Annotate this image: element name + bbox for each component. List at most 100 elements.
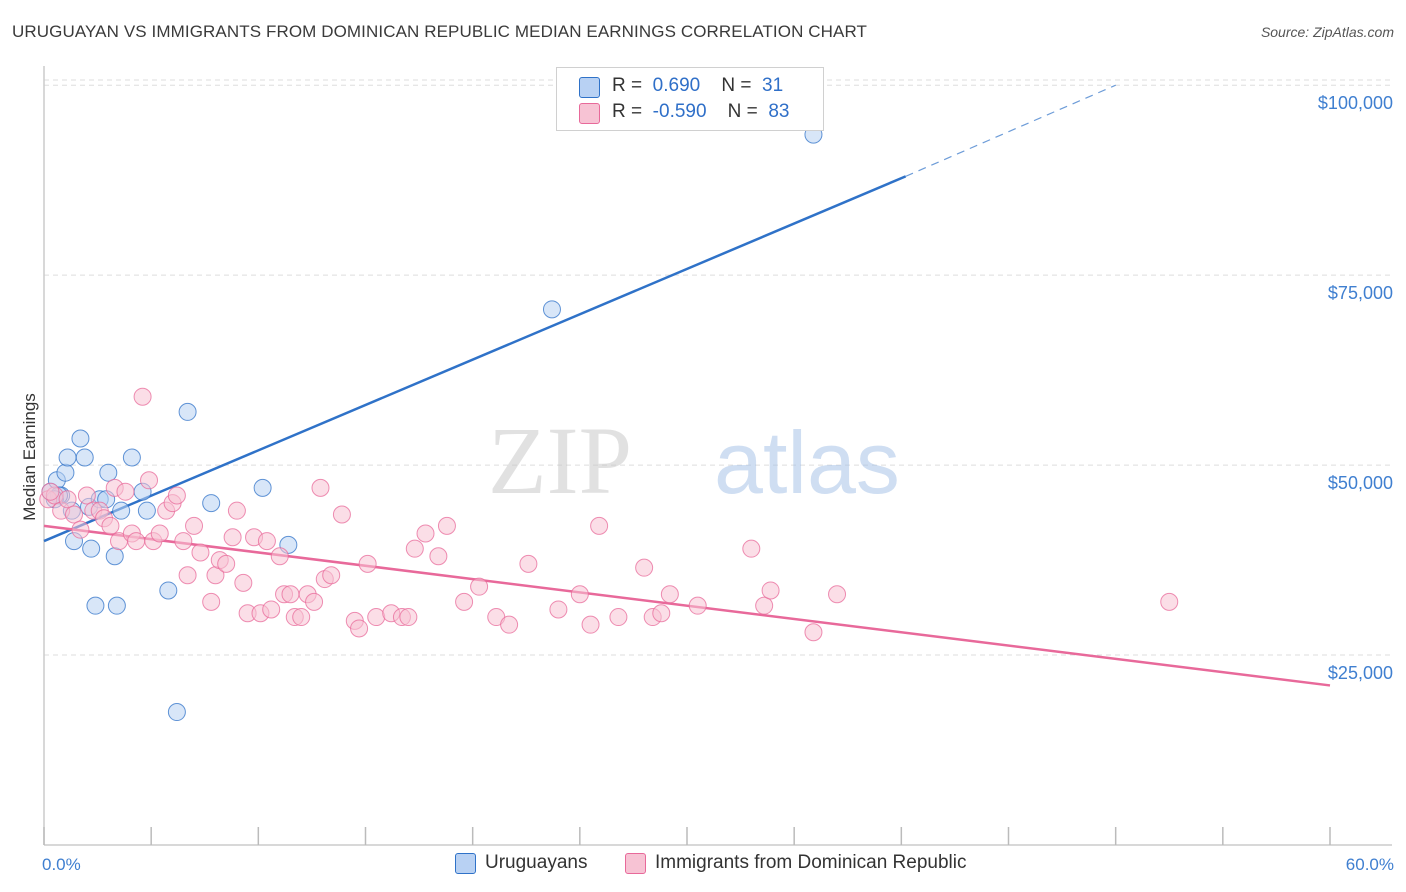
y-axis-label: Median Earnings bbox=[20, 393, 39, 521]
data-point bbox=[167, 703, 186, 722]
data-point bbox=[367, 608, 386, 627]
data-point bbox=[305, 592, 324, 611]
data-point bbox=[178, 566, 197, 585]
data-point bbox=[140, 471, 159, 490]
trend-extension-blue bbox=[905, 84, 1116, 177]
chart-title: URUGUAYAN VS IMMIGRANTS FROM DOMINICAN R… bbox=[12, 22, 868, 41]
data-point bbox=[77, 486, 96, 505]
data-point bbox=[292, 608, 311, 627]
data-point bbox=[127, 532, 146, 551]
data-point bbox=[416, 524, 435, 543]
data-point bbox=[82, 539, 101, 558]
data-point bbox=[202, 494, 221, 513]
data-point bbox=[75, 448, 94, 467]
data-point bbox=[71, 520, 90, 539]
axes bbox=[43, 66, 1392, 846]
y-tick-label: $25,000 bbox=[1328, 663, 1393, 683]
x-tick-label: 0.0% bbox=[42, 855, 81, 874]
data-point bbox=[399, 608, 418, 627]
data-point bbox=[234, 573, 253, 592]
data-point bbox=[1160, 592, 1179, 611]
data-point bbox=[332, 505, 351, 524]
data-point bbox=[178, 402, 197, 421]
data-point bbox=[804, 623, 823, 642]
data-point bbox=[455, 592, 474, 611]
watermark: ZIP atlas bbox=[488, 407, 900, 514]
data-point bbox=[688, 596, 707, 615]
legend-swatch-blue bbox=[579, 77, 600, 98]
grid-lines bbox=[44, 79, 1392, 656]
data-point bbox=[609, 608, 628, 627]
data-point bbox=[185, 516, 204, 535]
data-point bbox=[635, 558, 654, 577]
data-point bbox=[253, 478, 272, 497]
data-point bbox=[65, 505, 84, 524]
data-point bbox=[549, 600, 568, 619]
data-point bbox=[217, 554, 236, 573]
legend-r-value: 0.690 bbox=[652, 75, 701, 96]
data-point bbox=[755, 596, 774, 615]
data-point bbox=[590, 516, 609, 535]
data-point bbox=[437, 516, 456, 535]
data-point bbox=[122, 448, 141, 467]
data-point bbox=[322, 566, 341, 585]
data-point bbox=[71, 429, 90, 448]
legend-n-label: N = bbox=[727, 101, 758, 122]
data-point bbox=[358, 554, 377, 573]
y-tick-label: $100,000 bbox=[1318, 93, 1393, 113]
legend-swatch-pink bbox=[625, 853, 646, 874]
data-point bbox=[99, 463, 118, 482]
data-point bbox=[107, 596, 126, 615]
legend-swatch-pink bbox=[579, 103, 600, 124]
data-point bbox=[150, 524, 169, 543]
legend-label: Immigrants from Dominican Republic bbox=[655, 852, 967, 873]
data-point bbox=[56, 463, 75, 482]
data-point bbox=[137, 501, 156, 520]
watermark-zip: ZIP bbox=[488, 407, 632, 514]
legend-swatch-blue bbox=[455, 853, 476, 874]
data-point bbox=[227, 501, 246, 520]
legend-n-value: 31 bbox=[762, 75, 784, 96]
data-point bbox=[270, 547, 289, 566]
data-point bbox=[257, 532, 276, 551]
data-point bbox=[429, 547, 448, 566]
y-tick-label: $50,000 bbox=[1328, 473, 1393, 493]
data-point bbox=[202, 592, 221, 611]
data-point bbox=[581, 615, 600, 634]
data-point bbox=[86, 596, 105, 615]
data-point bbox=[41, 482, 60, 501]
x-tick-label: 60.0% bbox=[1346, 855, 1394, 874]
data-point bbox=[500, 615, 519, 634]
y-tick-label: $75,000 bbox=[1328, 283, 1393, 303]
data-point bbox=[350, 619, 369, 638]
data-point bbox=[167, 486, 186, 505]
data-point bbox=[191, 543, 210, 562]
data-point bbox=[519, 554, 538, 573]
data-point bbox=[112, 501, 131, 520]
legend-n-label: N = bbox=[721, 75, 752, 96]
trend-line-pink bbox=[43, 524, 1331, 687]
legend-r-value: -0.590 bbox=[652, 101, 707, 122]
data-point bbox=[105, 547, 124, 566]
data-point bbox=[761, 581, 780, 600]
data-points bbox=[39, 125, 1179, 722]
correlation-legend: R = 0.690 N = 31 R = -0.590 N = 83 bbox=[556, 67, 824, 131]
series-pink bbox=[39, 387, 1179, 642]
legend-n-value: 83 bbox=[768, 101, 790, 122]
series-blue bbox=[41, 125, 823, 722]
data-point bbox=[101, 516, 120, 535]
data-point bbox=[58, 490, 77, 509]
data-point bbox=[742, 539, 761, 558]
data-point bbox=[281, 585, 300, 604]
legend-r-label: R = bbox=[612, 101, 643, 122]
data-point bbox=[133, 387, 152, 406]
data-point bbox=[223, 528, 242, 547]
data-point bbox=[116, 482, 135, 501]
data-point bbox=[570, 585, 589, 604]
watermark-atlas: atlas bbox=[714, 413, 900, 512]
data-point bbox=[58, 448, 77, 467]
tick-labels: $25,000 $50,000 $75,000 $100,000 0.0% 60.0% bbox=[42, 93, 1394, 874]
trend-lines bbox=[43, 84, 1331, 687]
legend-label: Uruguayans bbox=[485, 852, 588, 873]
